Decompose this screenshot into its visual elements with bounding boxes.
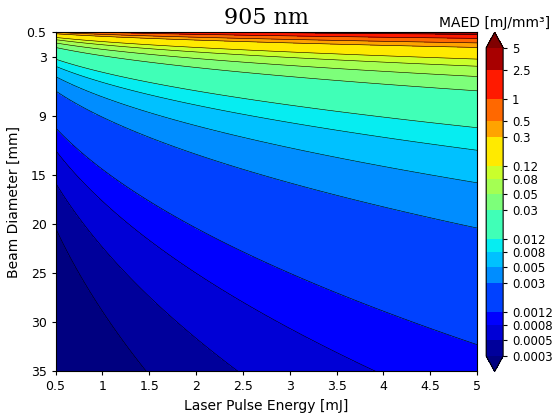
PathPatch shape — [486, 32, 503, 48]
Title: MAED [mJ/mm³]: MAED [mJ/mm³] — [439, 16, 550, 30]
Title: 905 nm: 905 nm — [224, 7, 309, 29]
PathPatch shape — [486, 356, 503, 371]
Y-axis label: Beam Diameter [mm]: Beam Diameter [mm] — [7, 126, 21, 278]
X-axis label: Laser Pulse Energy [mJ]: Laser Pulse Energy [mJ] — [184, 399, 348, 413]
